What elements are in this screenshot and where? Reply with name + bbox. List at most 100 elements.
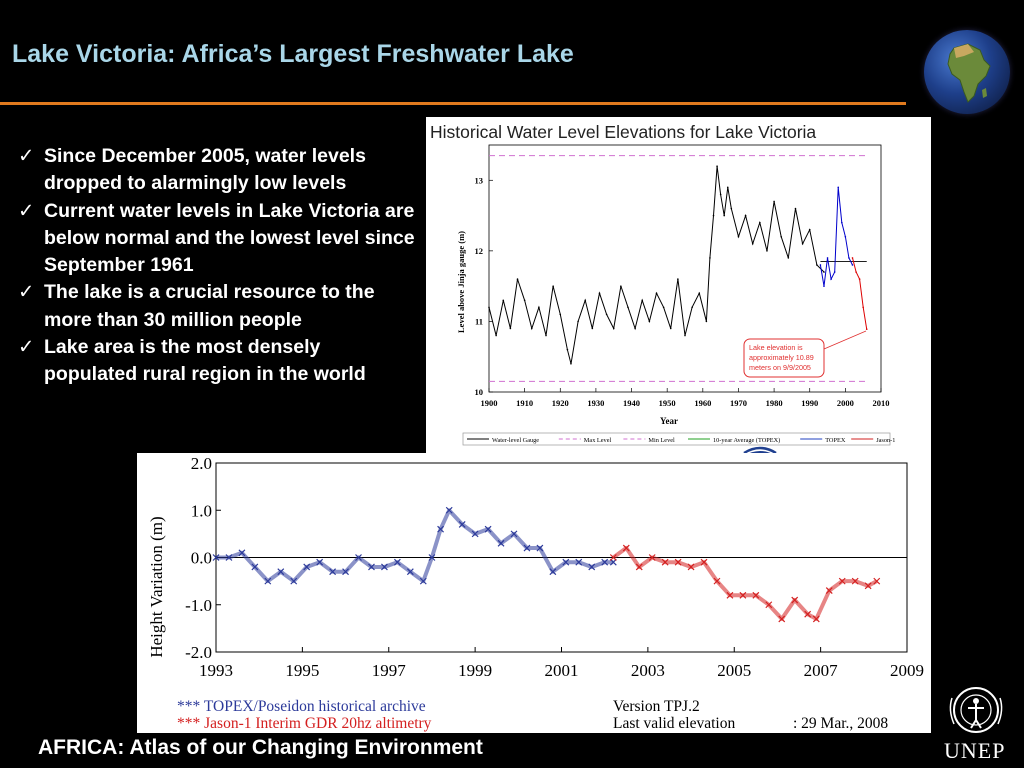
legend-topex: *** TOPEX/Poseidon historical archive [177,698,426,715]
data-point [691,306,693,309]
data-point [739,591,747,599]
data-point [523,544,531,552]
footer-title: AFRICA: Atlas of our Changing Environmen… [38,736,483,759]
data-point [791,596,799,604]
data-point [598,292,601,294]
data-point [634,327,636,330]
data-point [622,544,630,552]
historical-water-level-chart: Historical Water Level Elevations for La… [426,117,931,497]
y-tick-label: 10 [475,387,484,397]
data-point [316,558,324,566]
data-point [497,539,505,547]
bullet-text: The lake is a crucial resource to the mo… [44,281,375,331]
data-point [605,313,608,316]
data-point [655,292,658,294]
checkmark-icon: ✓ [18,199,35,222]
x-tick-label: 1960 [694,398,711,408]
data-point [726,186,729,189]
legend-label: Jason-1 [876,437,895,444]
data-point [509,327,512,330]
x-tick-label: 1999 [458,661,492,680]
data-point [705,320,708,323]
text-line: meters on 9/9/2005 [749,363,811,372]
title-divider [0,102,906,105]
data-point [713,577,721,585]
data-point [841,221,843,224]
data-point [277,568,285,576]
x-tick-label: 2010 [873,398,890,408]
data-point [566,348,569,351]
plot-frame [488,144,882,393]
legend-box [462,432,891,446]
data-point [709,257,711,259]
data-point [545,334,547,337]
x-tick-label: 1990 [801,398,818,408]
y-tick-label: -2.0 [185,643,212,662]
bullet-item: ✓ Lake area is the most densely populated… [18,334,418,389]
y-tick-label: 2.0 [191,454,212,473]
x-tick-label: 1900 [481,398,498,408]
data-point [838,577,846,585]
data-point [471,530,479,538]
data-point [495,334,497,337]
data-point [406,568,414,576]
data-point [516,278,519,280]
unep-logo-icon [949,687,1003,733]
data-point [588,563,596,571]
data-point [570,362,572,365]
data-point [873,577,881,585]
data-point [530,327,533,330]
data-point [393,558,401,566]
data-point [601,558,609,566]
annotation-box [743,338,825,378]
data-point [355,554,362,561]
bullet-item: ✓ Current water levels in Lake Victoria a… [18,198,418,280]
data-point [823,285,825,287]
y-tick-label: 1.0 [191,501,212,520]
data-point [591,327,594,330]
data-point [264,577,272,585]
data-point [577,320,579,323]
last-valid-value: : 29 Mar., 2008 [793,715,888,732]
data-point [751,243,754,245]
data-point [726,591,734,599]
data-point [445,506,453,514]
x-tick-label: 1940 [623,398,640,408]
data-point [648,320,651,323]
series-line-1 [819,187,853,287]
annotation-text: Lake elevation is approximately 10.89 mete… [749,343,814,372]
data-point [502,299,505,302]
bullet-text: Since December 2005, water levels droppe… [44,145,366,195]
data-point [780,235,783,238]
legend-label: 10-year Average (TOPEX) [713,437,780,444]
data-point [342,568,349,576]
data-point [723,214,725,217]
text-line: approximately 10.89 [749,353,814,362]
data-point [552,285,554,287]
data-point [329,568,337,576]
data-point [759,221,761,224]
data-point [801,243,804,245]
x-tick-label: 2009 [890,661,924,680]
x-axis-label: Year [660,416,678,426]
data-point [303,563,311,571]
data-point [648,554,656,561]
checkmark-icon: ✓ [18,281,35,304]
data-point [669,327,672,330]
data-point [368,563,375,571]
data-point [778,615,786,623]
series-line-1 [612,546,878,621]
data-point [559,313,562,316]
data-point [830,278,832,280]
checkmark-icon: ✓ [18,145,35,167]
data-point [851,264,854,266]
chart-title: Historical Water Level Elevations for La… [430,122,816,142]
data-point [488,306,490,309]
slide-title: Lake Victoria: Africa’s Largest Freshwat… [12,40,574,68]
data-point [752,591,760,599]
y-tick-label: 12 [475,246,484,256]
version-text: Version TPJ.2 [613,698,700,715]
data-point [819,264,822,266]
data-point [851,257,854,259]
x-tick-label: 2005 [717,661,751,680]
